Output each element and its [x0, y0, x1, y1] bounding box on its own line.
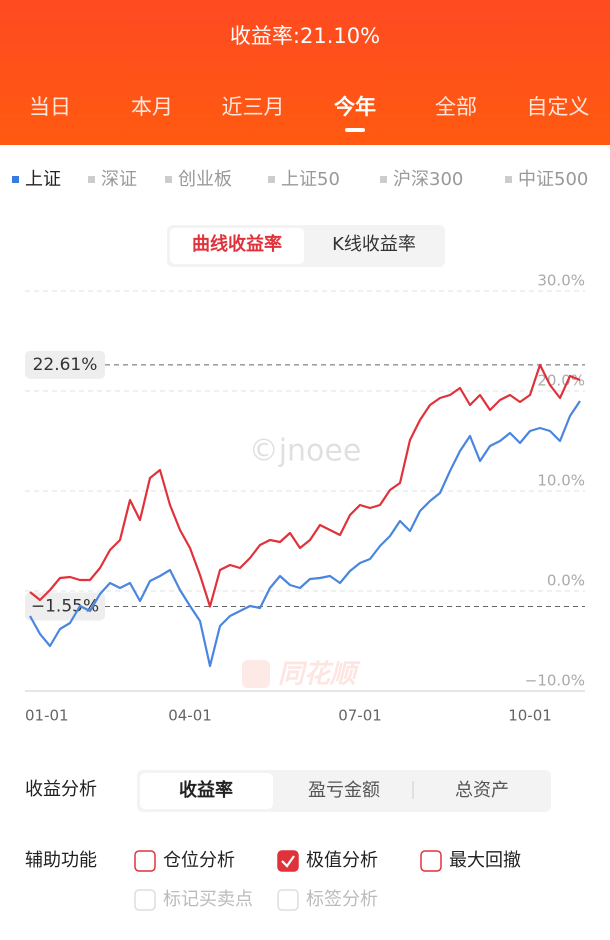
x-tick-label: 01-01: [25, 707, 69, 725]
y-tick-label: 30.0%: [537, 272, 585, 290]
index-item[interactable]: 上证50: [281, 169, 340, 190]
y-tick-label: 10.0%: [537, 472, 585, 490]
index-marker: [165, 176, 172, 183]
segment-option[interactable]: 盈亏金额: [308, 780, 380, 801]
header-bg: [0, 0, 610, 145]
segment-option[interactable]: 总资产: [455, 780, 509, 801]
index-marker: [12, 176, 19, 183]
toggle-selected: [170, 228, 304, 264]
checkbox[interactable]: [277, 850, 299, 872]
checkbox-label: 标签分析: [306, 889, 378, 910]
period-tab[interactable]: 全部: [435, 95, 477, 119]
checkbox: [134, 889, 156, 911]
x-tick-label: 10-01: [508, 707, 552, 725]
period-tab[interactable]: 当日: [29, 95, 71, 119]
segment-selected: [140, 773, 273, 809]
extreme-label-bg: [25, 592, 105, 621]
period-tab[interactable]: 近三月: [222, 95, 285, 119]
index-marker: [88, 176, 95, 183]
watermark: 同花顺: [278, 660, 361, 690]
toggle-option[interactable]: 曲线收益率: [192, 233, 282, 255]
series-line: [29, 400, 581, 668]
index-item[interactable]: 深证: [101, 169, 137, 190]
index-item[interactable]: 上证: [25, 169, 61, 190]
index-item[interactable]: 中证500: [518, 169, 588, 190]
checkbox[interactable]: [134, 850, 156, 872]
tab-underline: [345, 128, 365, 132]
x-tick-label: 04-01: [168, 707, 212, 725]
y-tick-label: −10.0%: [525, 672, 585, 690]
section-label: 辅助功能: [25, 850, 97, 871]
checkbox-label[interactable]: 极值分析: [306, 850, 378, 871]
index-marker: [268, 176, 275, 183]
y-tick-label: 0.0%: [547, 572, 585, 590]
series-line: [29, 363, 581, 608]
extreme-label: −1.55%: [31, 597, 99, 617]
checkbox-label[interactable]: 最大回撤: [449, 850, 521, 871]
x-tick-label: 07-01: [338, 707, 382, 725]
period-tab[interactable]: 今年: [334, 95, 376, 119]
index-item[interactable]: 沪深300: [393, 169, 463, 190]
section-label: 收益分析: [25, 779, 97, 800]
checkbox-label: 标记买卖点: [163, 889, 253, 910]
watermark: ©jnoee: [249, 434, 362, 469]
watermark-logo: [242, 660, 270, 688]
header-title: 收益率:21.10%: [230, 24, 380, 48]
period-tab[interactable]: 本月: [131, 95, 173, 119]
index-item[interactable]: 创业板: [178, 169, 232, 190]
index-marker: [380, 176, 387, 183]
checkbox[interactable]: [420, 850, 442, 872]
extreme-label-bg: [25, 350, 105, 379]
checkmark: [281, 855, 295, 868]
checkbox: [277, 889, 299, 911]
checkbox-label[interactable]: 仓位分析: [163, 850, 235, 871]
index-marker: [505, 176, 512, 183]
extreme-label: 22.61%: [33, 355, 98, 375]
segment-option[interactable]: 收益率: [179, 779, 233, 801]
toggle-option[interactable]: K线收益率: [332, 234, 416, 255]
period-tab[interactable]: 自定义: [527, 95, 590, 119]
